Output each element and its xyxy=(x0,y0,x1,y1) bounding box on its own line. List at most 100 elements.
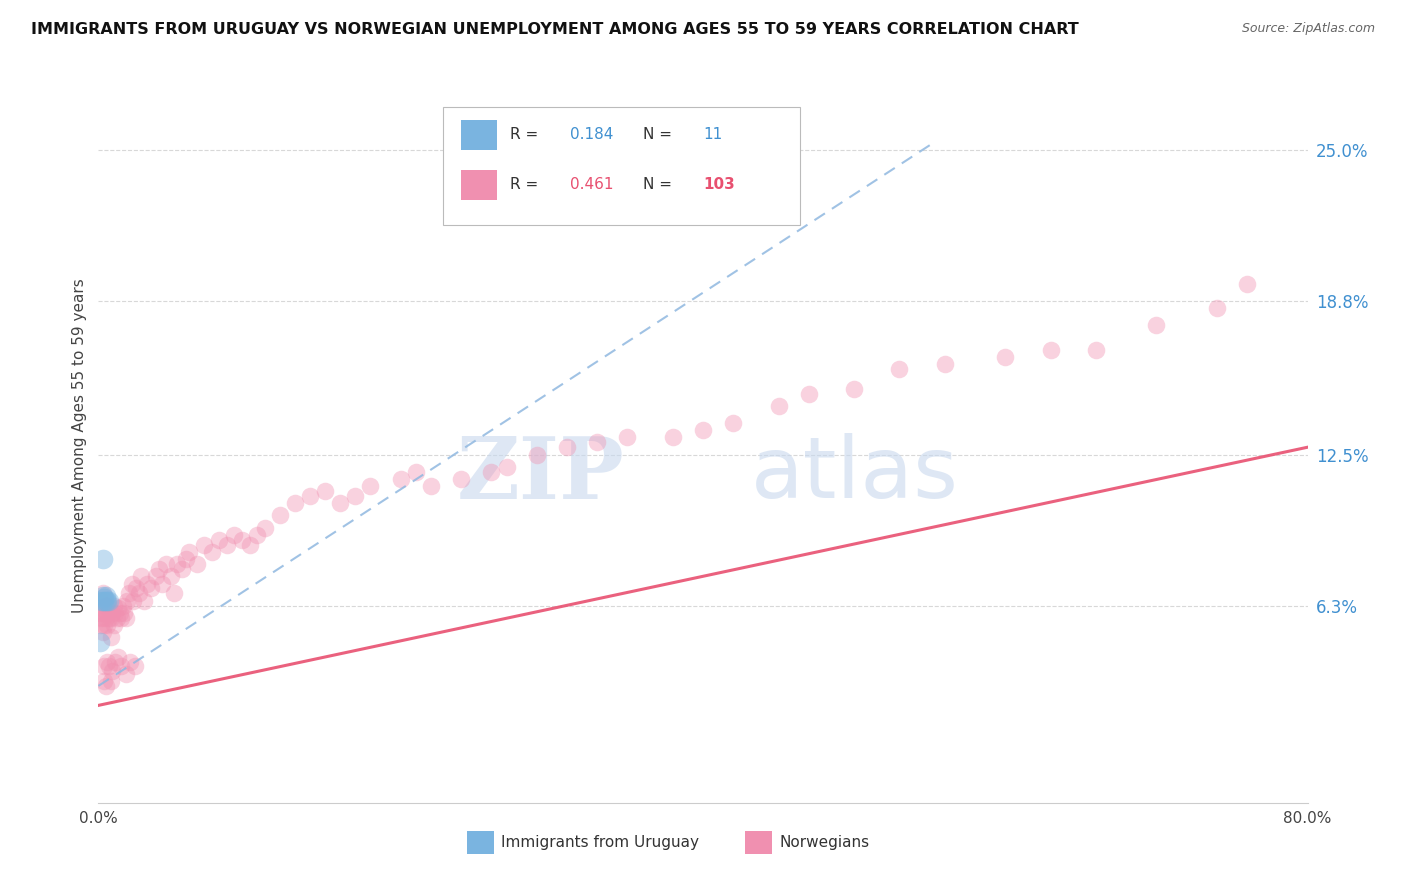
Point xyxy=(934,358,956,372)
Point xyxy=(193,538,215,552)
Text: 11: 11 xyxy=(703,127,723,142)
Point xyxy=(344,489,367,503)
Point xyxy=(586,435,609,450)
Point xyxy=(360,479,382,493)
Point xyxy=(89,593,111,607)
Point xyxy=(723,416,745,430)
Point xyxy=(768,399,790,413)
FancyBboxPatch shape xyxy=(461,169,498,200)
Point xyxy=(231,533,253,547)
Point xyxy=(389,472,412,486)
Point xyxy=(93,673,115,688)
Point xyxy=(94,679,117,693)
Point xyxy=(284,496,307,510)
Point xyxy=(526,448,548,462)
Text: R =: R = xyxy=(509,127,537,142)
Text: atlas: atlas xyxy=(751,433,959,516)
Point xyxy=(121,576,143,591)
Point xyxy=(201,545,224,559)
FancyBboxPatch shape xyxy=(461,120,498,150)
Point xyxy=(89,606,111,620)
Point xyxy=(170,562,193,576)
Point xyxy=(420,479,443,493)
Point xyxy=(150,576,173,591)
Point xyxy=(94,593,117,607)
Point xyxy=(93,618,115,632)
Y-axis label: Unemployment Among Ages 55 to 59 years: Unemployment Among Ages 55 to 59 years xyxy=(72,278,87,614)
Point xyxy=(1144,318,1167,333)
Text: 0.461: 0.461 xyxy=(569,177,613,192)
Point xyxy=(93,591,115,606)
Point xyxy=(100,610,122,624)
Point xyxy=(329,496,352,510)
Point xyxy=(107,601,129,615)
Point xyxy=(101,665,124,679)
Point xyxy=(122,593,145,607)
Point xyxy=(94,589,117,603)
Text: R =: R = xyxy=(509,177,537,192)
Point xyxy=(96,655,118,669)
Point xyxy=(91,593,114,607)
Point xyxy=(269,508,291,523)
Point xyxy=(94,610,117,624)
Point xyxy=(239,538,262,552)
Point xyxy=(692,423,714,437)
Point xyxy=(299,489,322,503)
Point xyxy=(215,538,238,552)
Point xyxy=(555,440,578,454)
Point xyxy=(96,606,118,620)
Point xyxy=(844,382,866,396)
Point xyxy=(90,610,112,624)
Point xyxy=(115,593,138,607)
Point xyxy=(495,459,517,474)
Point xyxy=(174,552,197,566)
Point xyxy=(1236,277,1258,291)
FancyBboxPatch shape xyxy=(443,107,800,225)
Point xyxy=(107,649,129,664)
Point xyxy=(129,569,152,583)
Point xyxy=(797,386,820,401)
Point xyxy=(135,576,157,591)
FancyBboxPatch shape xyxy=(745,831,772,855)
Point xyxy=(246,528,269,542)
Point xyxy=(481,465,503,479)
Point xyxy=(94,599,117,613)
Point xyxy=(1085,343,1108,357)
Point xyxy=(111,599,134,613)
Point xyxy=(91,586,114,600)
Point xyxy=(91,625,114,640)
Text: 103: 103 xyxy=(703,177,735,192)
Point xyxy=(90,593,112,607)
Point xyxy=(141,582,163,596)
Text: IMMIGRANTS FROM URUGUAY VS NORWEGIAN UNEMPLOYMENT AMONG AGES 55 TO 59 YEARS CORR: IMMIGRANTS FROM URUGUAY VS NORWEGIAN UNE… xyxy=(31,22,1078,37)
Point xyxy=(98,599,121,613)
Point xyxy=(110,659,132,673)
Point xyxy=(224,528,246,542)
Point xyxy=(112,606,135,620)
Point xyxy=(1206,301,1229,316)
Point xyxy=(103,618,125,632)
Point xyxy=(208,533,231,547)
Point xyxy=(450,472,472,486)
Point xyxy=(91,552,114,566)
Point xyxy=(98,610,121,624)
Text: Immigrants from Uruguay: Immigrants from Uruguay xyxy=(501,835,699,850)
Point xyxy=(103,599,125,613)
Point xyxy=(889,362,911,376)
Point xyxy=(90,601,112,615)
Text: N =: N = xyxy=(643,177,672,192)
Text: Norwegians: Norwegians xyxy=(779,835,869,850)
Point xyxy=(661,430,683,444)
Point xyxy=(1039,343,1062,357)
Point xyxy=(91,589,114,603)
Point xyxy=(114,666,136,681)
Point xyxy=(90,618,112,632)
Point xyxy=(160,569,183,583)
Point xyxy=(98,593,121,607)
Point xyxy=(124,659,146,673)
Point xyxy=(100,630,122,644)
Point xyxy=(108,606,131,620)
Point xyxy=(114,610,136,624)
Point xyxy=(89,635,111,649)
Point xyxy=(179,545,201,559)
